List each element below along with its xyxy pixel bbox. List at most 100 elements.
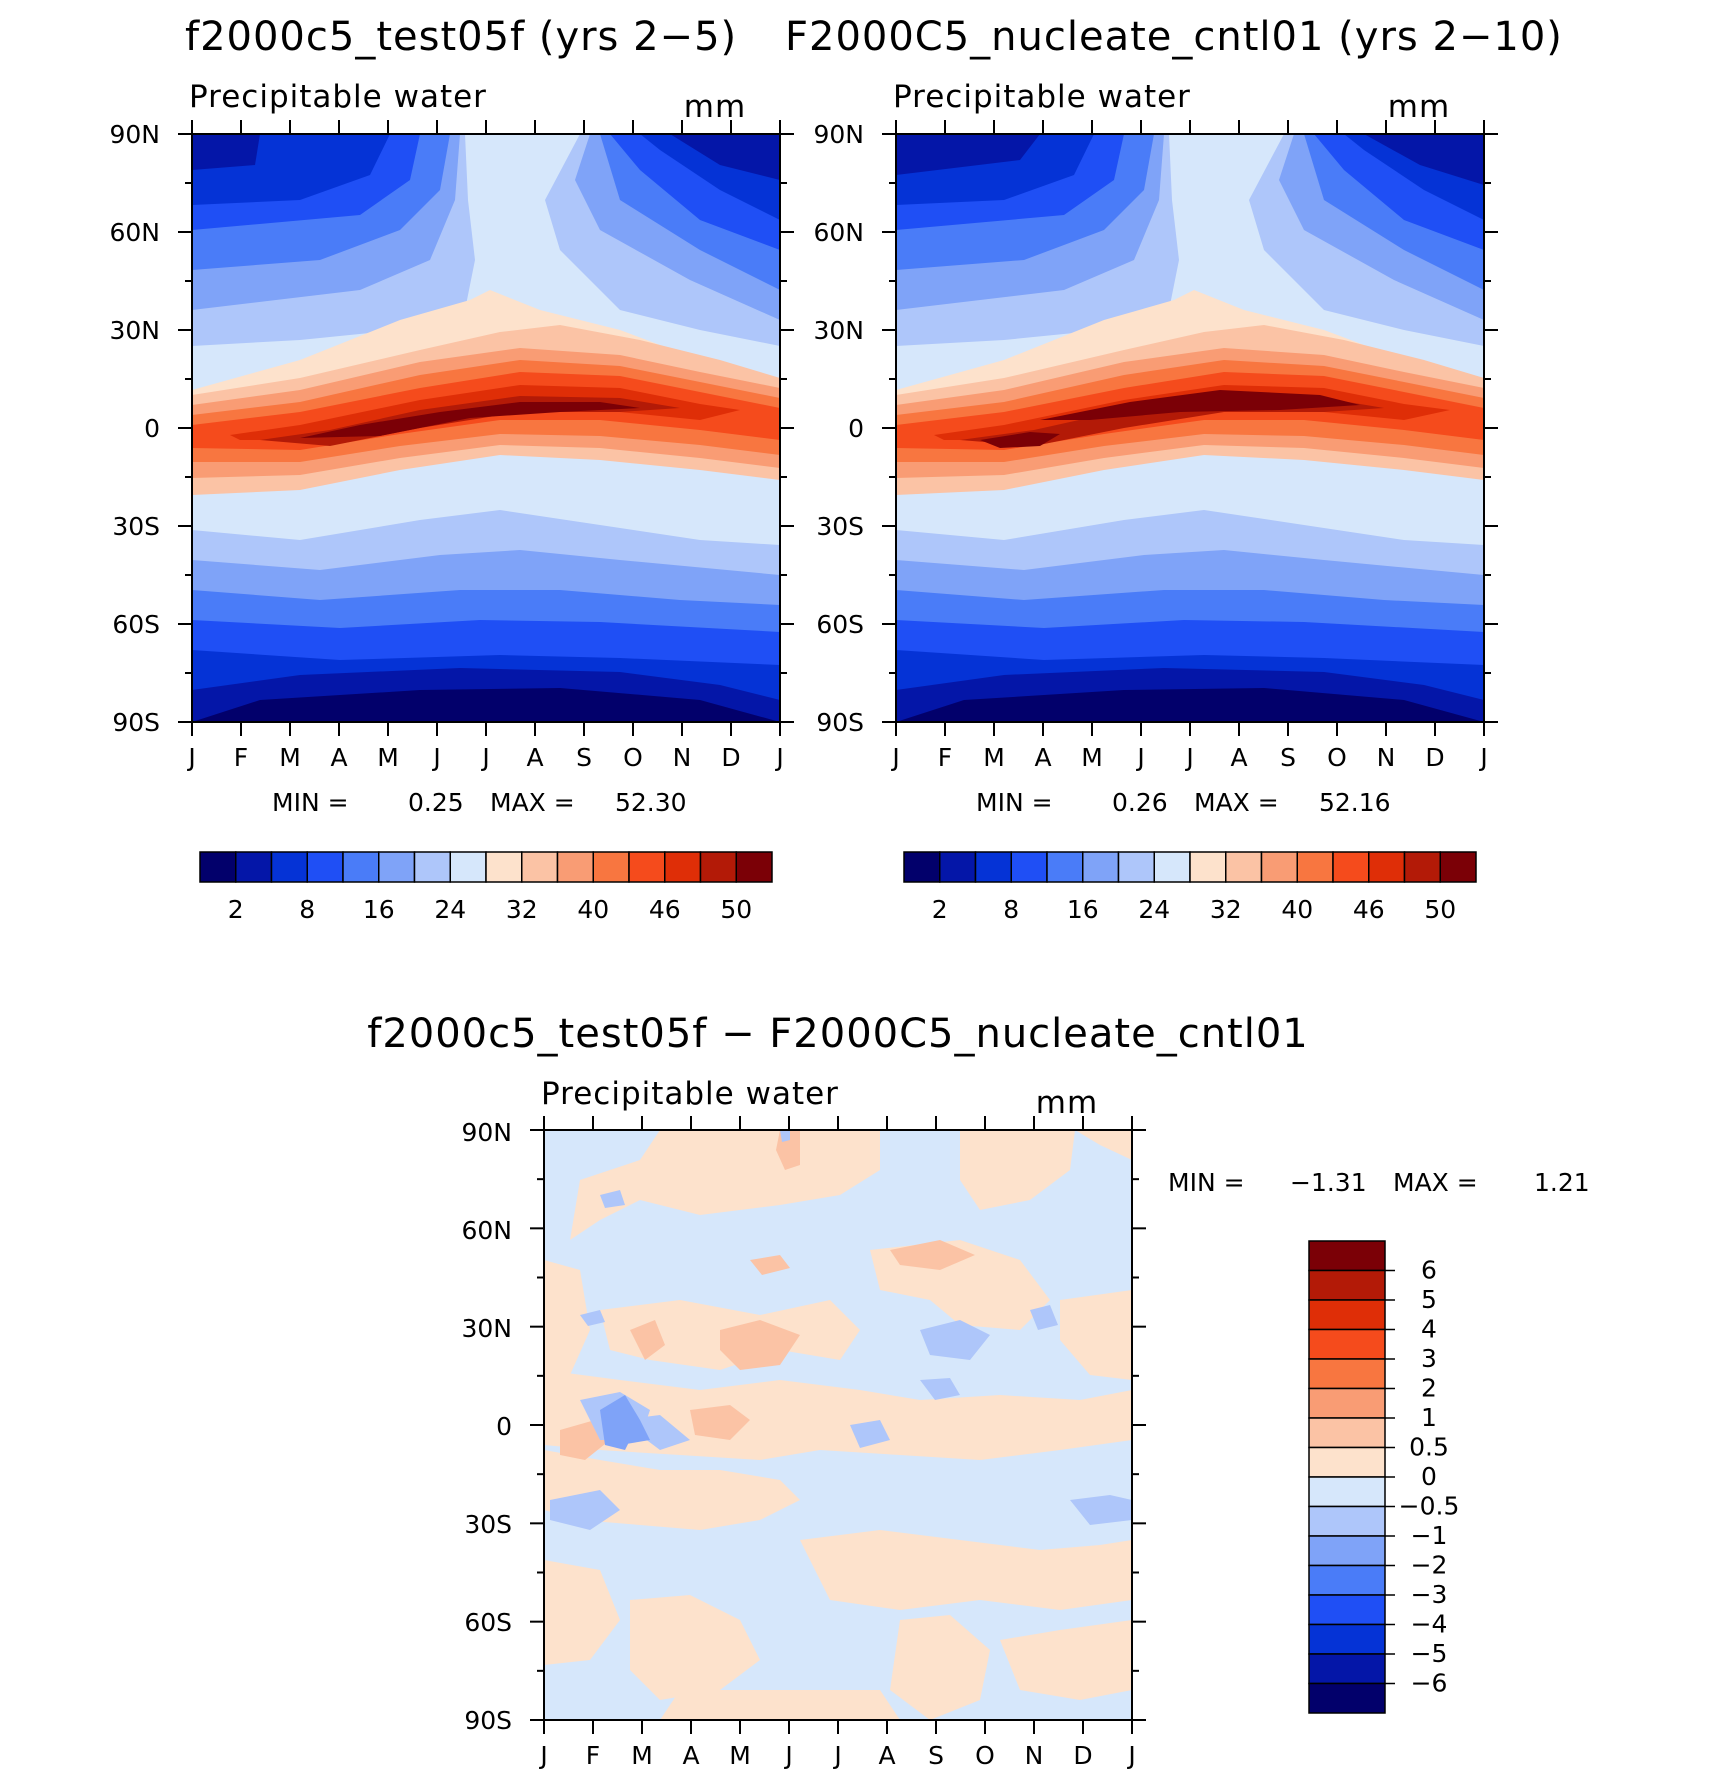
colorbar-swatch [1082, 851, 1120, 883]
panel-1-min-value: 0.25 [408, 788, 464, 817]
colorbar-swatch [556, 851, 594, 883]
colorbar-swatch [699, 851, 737, 883]
svg-text:90S: 90S [464, 1706, 512, 1735]
y-tick-60S: 60S [464, 1608, 512, 1637]
x-tick-label: J [774, 743, 783, 772]
colorbar-label: 40 [577, 895, 609, 924]
colorbar-label: −3 [1411, 1580, 1448, 1609]
colorbar-label: 50 [720, 895, 752, 924]
x-tick-label: A [1230, 743, 1247, 772]
panel-3-units: mm [1036, 1085, 1098, 1121]
colorbar-swatch [342, 851, 380, 883]
colorbar-swatch [1010, 851, 1048, 883]
panel-2-colorbar: 2 8 16 24 32 40 46 50 [903, 851, 1477, 924]
x-tick-label: S [1280, 743, 1296, 772]
colorbar-label: −0.5 [1399, 1492, 1460, 1521]
y-tick-90S: 90S [816, 708, 864, 737]
svg-text:30N: 30N [109, 316, 160, 345]
x-tick-label: J [1478, 743, 1487, 772]
svg-text:90N: 90N [813, 120, 864, 149]
colorbar-swatch [270, 851, 308, 883]
svg-text:30N: 30N [461, 1314, 512, 1343]
svg-text:30N: 30N [813, 316, 864, 345]
panel-2-units: mm [1388, 89, 1450, 125]
colorbar-label: 24 [1138, 895, 1170, 924]
panel-1-max-label: MAX = [490, 788, 575, 817]
colorbar-swatch [1308, 1594, 1386, 1626]
x-tick-label: J [431, 743, 440, 772]
panel-2-min-value: 0.26 [1112, 788, 1168, 817]
colorbar-label: 2 [1421, 1374, 1437, 1403]
colorbar-swatch [1308, 1623, 1386, 1655]
colorbar-swatch [628, 851, 666, 883]
colorbar-swatch [1117, 851, 1155, 883]
y-tick-90S: 90S [464, 1706, 512, 1735]
panel-1-min-label: MIN = [272, 788, 349, 817]
panel-2-field [896, 134, 1484, 722]
x-tick-label: M [983, 743, 1005, 772]
colorbar-swatch [1153, 851, 1191, 883]
colorbar-swatch [1296, 851, 1334, 883]
x-tick-label: J [480, 743, 489, 772]
panel-3-min-value: −1.31 [1290, 1168, 1367, 1197]
panel-3: f2000c5_test05f − F2000C5_nucleate_cntl0… [367, 1011, 1589, 1770]
colorbar-label: 46 [649, 895, 681, 924]
colorbar-swatch [1439, 851, 1477, 883]
y-tick-60S: 60S [816, 610, 864, 639]
colorbar-label: 1 [1421, 1403, 1437, 1432]
panel-1-title: f2000c5_test05f (yrs 2−5) [185, 14, 737, 60]
y-tick-60S: 60S [112, 610, 160, 639]
y-tick-30S: 30S [112, 512, 160, 541]
colorbar-label: 6 [1421, 1256, 1437, 1285]
x-tick-label: J [1126, 1741, 1135, 1770]
x-tick-label: O [1327, 743, 1347, 772]
y-tick-90N: 90N [109, 120, 160, 149]
colorbar-label: −6 [1411, 1669, 1448, 1698]
colorbar-label: 5 [1421, 1285, 1437, 1314]
y-tick-90N: 90N [461, 1118, 512, 1147]
x-tick-label: N [1025, 1741, 1044, 1770]
svg-text:60N: 60N [461, 1216, 512, 1245]
panel-2-y-ticks: 90N 60N 30N 0 30S 60S 90S [813, 120, 864, 737]
colorbar-label: 46 [1353, 895, 1385, 924]
colorbar-label: −5 [1411, 1639, 1448, 1668]
colorbar-label: 16 [1067, 895, 1099, 924]
colorbar-label: −1 [1411, 1521, 1448, 1550]
colorbar-swatch [1189, 851, 1227, 883]
colorbar-label: 2 [228, 895, 244, 924]
svg-text:90N: 90N [109, 120, 160, 149]
panel-3-max-value: 1.21 [1534, 1168, 1590, 1197]
colorbar-swatch [1308, 1299, 1386, 1331]
x-tick-label: F [938, 743, 952, 772]
colorbar-swatch [1308, 1240, 1386, 1272]
colorbar-swatch [1308, 1358, 1386, 1390]
x-tick-label: F [234, 743, 248, 772]
panel-3-min-label: MIN = [1168, 1168, 1245, 1197]
colorbar-swatch [903, 851, 941, 883]
y-tick-0: 0 [144, 414, 160, 443]
x-tick-label: A [878, 1741, 895, 1770]
x-tick-label: J [538, 1741, 547, 1770]
x-tick-label: A [526, 743, 543, 772]
x-tick-label: S [576, 743, 592, 772]
x-tick-label: M [729, 1741, 751, 1770]
panel-1: f2000c5_test05f (yrs 2−5) Precipitable w… [109, 14, 783, 924]
colorbar-label: −2 [1411, 1551, 1448, 1580]
panel-3-tick-marks [530, 1116, 1146, 1734]
x-tick-label: A [1034, 743, 1051, 772]
panel-2-variable: Precipitable water [893, 79, 1191, 115]
x-tick-label: M [631, 1741, 653, 1770]
y-tick-0: 0 [496, 1412, 512, 1441]
colorbar-swatch [1308, 1328, 1386, 1360]
panel-1-colorbar: 2 8 16 24 32 40 46 50 [199, 851, 773, 924]
x-tick-label: D [1425, 743, 1444, 772]
x-tick-label: J [186, 743, 195, 772]
panel-2-min-label: MIN = [976, 788, 1053, 817]
colorbar-label: 24 [434, 895, 466, 924]
colorbar-swatch [413, 851, 451, 883]
x-tick-label: J [783, 1741, 792, 1770]
svg-text:90S: 90S [112, 708, 160, 737]
panel-2-tick-marks [882, 120, 1498, 736]
svg-text:90N: 90N [461, 1118, 512, 1147]
